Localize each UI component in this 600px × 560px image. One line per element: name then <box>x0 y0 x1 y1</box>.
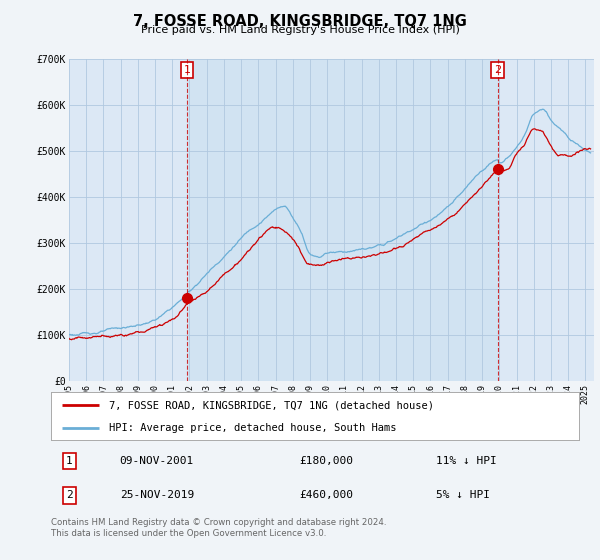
Text: 1: 1 <box>184 66 191 75</box>
Text: 11% ↓ HPI: 11% ↓ HPI <box>436 456 497 466</box>
Text: HPI: Average price, detached house, South Hams: HPI: Average price, detached house, Sout… <box>109 423 397 433</box>
Text: 5% ↓ HPI: 5% ↓ HPI <box>436 491 490 501</box>
Text: £180,000: £180,000 <box>299 456 353 466</box>
Text: 1: 1 <box>66 456 73 466</box>
Bar <box>187 59 497 381</box>
Text: 2: 2 <box>66 491 73 501</box>
Text: Contains HM Land Registry data © Crown copyright and database right 2024.: Contains HM Land Registry data © Crown c… <box>51 518 386 527</box>
Text: 2: 2 <box>494 66 501 75</box>
Text: 25-NOV-2019: 25-NOV-2019 <box>119 491 194 501</box>
Text: 7, FOSSE ROAD, KINGSBRIDGE, TQ7 1NG: 7, FOSSE ROAD, KINGSBRIDGE, TQ7 1NG <box>133 14 467 29</box>
Text: 7, FOSSE ROAD, KINGSBRIDGE, TQ7 1NG (detached house): 7, FOSSE ROAD, KINGSBRIDGE, TQ7 1NG (det… <box>109 400 434 410</box>
Text: 09-NOV-2001: 09-NOV-2001 <box>119 456 194 466</box>
Text: This data is licensed under the Open Government Licence v3.0.: This data is licensed under the Open Gov… <box>51 529 326 538</box>
Text: Price paid vs. HM Land Registry's House Price Index (HPI): Price paid vs. HM Land Registry's House … <box>140 25 460 35</box>
Text: £460,000: £460,000 <box>299 491 353 501</box>
